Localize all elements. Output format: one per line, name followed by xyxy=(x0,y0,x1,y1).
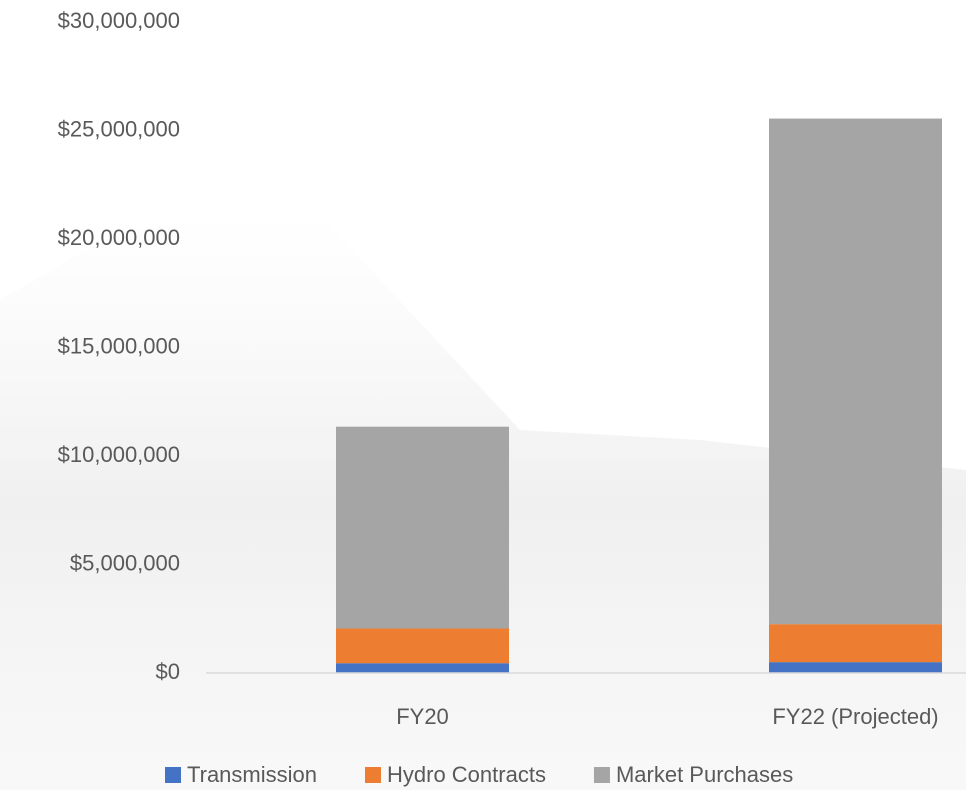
y-tick-label: $30,000,000 xyxy=(58,8,180,33)
y-tick-label: $20,000,000 xyxy=(58,225,180,250)
bar-segment xyxy=(336,629,509,664)
legend-swatch xyxy=(165,767,181,783)
bar-segment xyxy=(336,663,509,673)
x-tick-label: FY20 xyxy=(396,704,449,729)
legend-swatch xyxy=(594,767,610,783)
bar-segment xyxy=(769,119,942,625)
y-tick-label: $15,000,000 xyxy=(58,333,180,358)
bar-segment xyxy=(769,662,942,673)
x-tick-label: FY22 (Projected) xyxy=(772,704,938,729)
legend-label: Hydro Contracts xyxy=(387,762,546,787)
page: {"chart_data": {"type": "stacked-bar", "… xyxy=(0,0,966,790)
bar-segment xyxy=(336,427,509,629)
chart: $0 $5,000,000 $10,000,000 $15,000,000 $20,00… xyxy=(0,0,966,790)
legend-swatch xyxy=(365,767,381,783)
y-tick-label: $0 xyxy=(156,659,180,684)
y-tick-label: $25,000,000 xyxy=(58,116,180,141)
y-tick-label: $5,000,000 xyxy=(70,550,180,575)
bar-segment xyxy=(769,624,942,662)
y-tick-label: $10,000,000 xyxy=(58,442,180,467)
legend-label: Market Purchases xyxy=(616,762,793,787)
legend-label: Transmission xyxy=(187,762,317,787)
